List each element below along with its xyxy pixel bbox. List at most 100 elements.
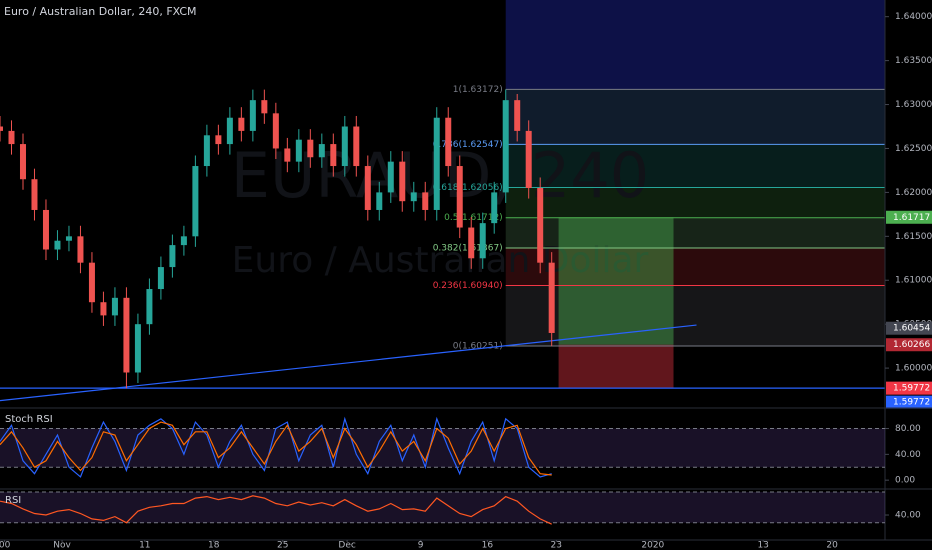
candle-body: [433, 117, 440, 210]
candle-body: [353, 126, 360, 167]
candle-body: [295, 139, 302, 162]
candle-body: [330, 144, 337, 167]
y-tick-label: 1.63000: [895, 100, 932, 110]
candle-body: [341, 126, 348, 167]
fib-label: 0(1.60251): [453, 342, 503, 352]
candle-body: [42, 209, 49, 250]
x-tick-label: 20: [826, 541, 838, 550]
candle-body: [318, 144, 325, 158]
x-tick-label: 18: [208, 541, 220, 550]
candle-body: [364, 166, 371, 210]
watermark: Euro / Australian Dollar: [232, 240, 649, 281]
candle-body: [123, 297, 130, 373]
candle-body: [54, 240, 61, 250]
price-tag-label: 1.60454: [893, 324, 930, 334]
indicator-line: [0, 421, 552, 476]
candle-body: [387, 161, 394, 193]
chart-title: Euro / Australian Dollar, 240, FXCM: [4, 5, 197, 18]
fib-band: [505, 144, 885, 188]
y-tick-label: 1.61500: [895, 232, 932, 242]
price-tag-label: 1.61717: [893, 213, 930, 223]
candle-body: [100, 302, 107, 316]
y-tick-label: 80.00: [895, 424, 921, 434]
candle-body: [249, 100, 256, 131]
candle-body: [284, 148, 291, 162]
candle-body: [65, 236, 72, 241]
candle-body: [468, 227, 475, 259]
fib-band: [505, 187, 885, 218]
price-tag-label: 1.60266: [893, 340, 930, 350]
candle-body: [215, 135, 222, 145]
trend-line: [0, 324, 697, 402]
y-tick-label: 1.61000: [895, 276, 932, 286]
y-tick-label: 1.62500: [895, 144, 932, 154]
y-tick-label: 1.60000: [895, 364, 932, 374]
price-tag: [886, 338, 932, 352]
fib-label: 1(1.63172): [453, 85, 503, 95]
fib-band: [505, 285, 885, 347]
candle-body: [31, 179, 38, 210]
position-stop: [558, 344, 674, 389]
fib-label: 0.236(1.60940): [433, 281, 503, 291]
candle-body: [180, 236, 187, 246]
fib-label: 0.5(1.61712): [444, 213, 503, 223]
candle-body: [376, 192, 383, 210]
y-tick-label: 1.64000: [895, 12, 932, 22]
indicator-line: [0, 495, 552, 525]
candle-body: [502, 100, 509, 193]
y-tick-label: 1.63500: [895, 56, 932, 66]
candle-body: [445, 117, 452, 167]
candle-body: [134, 324, 141, 373]
y-tick-label: 40.00: [895, 450, 921, 460]
candle-body: [261, 100, 268, 114]
candle-body: [203, 135, 210, 167]
price-tag: [886, 381, 932, 395]
candle-body: [157, 267, 164, 290]
candle-body: [525, 130, 532, 189]
x-tick-label: Dec: [338, 541, 355, 550]
candle-body: [192, 166, 199, 237]
x-tick-label: 13: [757, 541, 768, 550]
candle-body: [307, 139, 314, 158]
candle-body: [514, 100, 521, 131]
position-target: [558, 217, 674, 345]
candle-body: [169, 245, 176, 268]
candle-body: [399, 161, 406, 202]
candle-body: [491, 192, 498, 224]
x-tick-label: 25: [277, 541, 288, 550]
price-tag-label: 1.59772: [893, 398, 930, 408]
fib-label: 0.382(1.61367): [433, 244, 503, 254]
price-tag-label: 1.59772: [893, 384, 930, 394]
y-tick-label: 0.00: [895, 476, 915, 486]
fib-band: [505, 217, 885, 249]
candle-body: [456, 166, 463, 228]
level-band: [0, 491, 885, 523]
candle-body: [111, 297, 118, 316]
indicator-line: [0, 416, 552, 478]
candle-body: [8, 130, 15, 145]
candle-body: [226, 117, 233, 145]
price-tag: [886, 321, 932, 335]
forecast-area: [505, 0, 885, 90]
price-tag: [886, 395, 932, 409]
candle-body: [238, 117, 245, 131]
watermark: EURAUD, 240: [231, 139, 649, 212]
candle-body: [410, 192, 417, 202]
pane-title: RSI: [5, 495, 21, 506]
y-tick-label: 1.62000: [895, 188, 932, 198]
candle-body: [548, 262, 555, 333]
y-tick-label: 40.00: [895, 511, 921, 521]
candle-body: [0, 126, 3, 131]
fib-band: [505, 248, 885, 286]
price-tag: [886, 210, 932, 224]
x-tick-label: Nov: [53, 541, 71, 550]
fib-band: [505, 89, 885, 145]
candle-body: [88, 262, 95, 303]
candle-body: [272, 113, 279, 149]
x-tick-label: 2020: [641, 541, 664, 550]
x-tick-label: 23: [551, 541, 562, 550]
candle-body: [537, 188, 544, 263]
x-tick-label: 11: [139, 541, 150, 550]
